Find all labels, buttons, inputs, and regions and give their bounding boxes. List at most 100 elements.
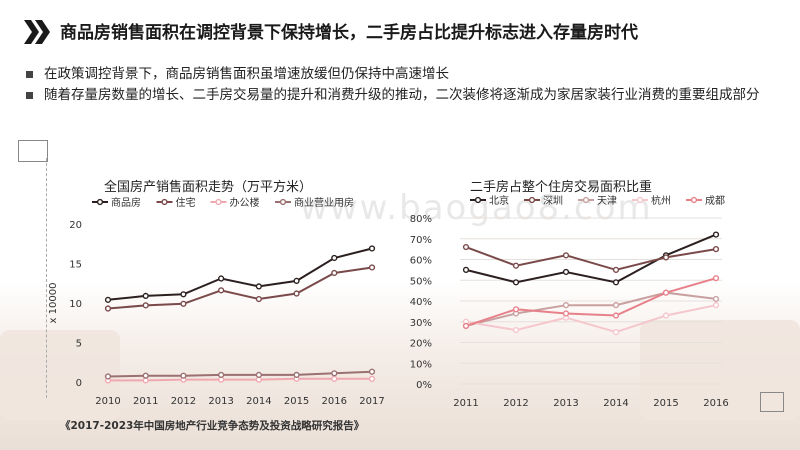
data-point [562,302,570,309]
y-tick-label: 80% [410,214,432,225]
data-point [142,292,149,299]
y-tick-label: 70% [410,235,432,246]
y-tick-label: 50% [410,276,432,287]
series-line [108,377,372,382]
y-tick-label: 10 [69,299,82,310]
series-line [465,233,717,284]
x-tick-label: 2016 [322,396,347,407]
data-point [368,375,376,382]
legend-label: 杭州 [651,194,671,207]
data-point [612,329,620,336]
y-tick-label: 5 [76,339,82,350]
data-point [562,252,570,259]
data-point [331,254,338,262]
data-point [562,310,570,317]
x-tick-label: 2016 [703,398,728,409]
data-point [104,373,112,380]
y-axis-label: x 10000 [48,283,59,324]
data-point [612,266,620,273]
data-point [512,326,520,334]
y-tick-label: 40% [410,297,432,308]
data-point [331,269,338,277]
legend-label: 住宅 [176,196,196,209]
legend-marker [279,198,287,206]
legend-marker [690,196,698,204]
data-point [142,372,149,379]
data-point [512,262,520,269]
x-tick-label: 2012 [503,398,528,409]
x-tick-label: 2015 [653,398,678,409]
data-point [293,290,300,297]
data-point [331,370,338,377]
data-point [512,279,520,286]
data-point [712,302,720,309]
data-point [104,305,112,312]
data-point [712,295,720,303]
source-citation: 《2017-2023年中国房地产行业竞争态势及投资战略研究报告》 [60,420,365,432]
data-point [142,302,149,309]
bullet-item: 随着存量房数量的增长、二手房交易量的提升和消费升级的推动，二次装修将逐渐成为家居… [24,85,784,106]
x-tick-label: 2013 [208,396,233,407]
x-tick-label: 2014 [246,396,271,407]
data-point [293,277,300,284]
x-tick-label: 2011 [133,396,158,407]
data-point [255,295,262,303]
legend-marker [474,196,482,204]
chevron-right-icon [24,20,50,44]
data-point [368,368,376,375]
data-point [562,268,570,276]
data-point [712,246,720,253]
bullet-text: 在政策调控背景下，商品房销售面积虽增速放缓但仍保持中高速增长 [44,66,449,82]
data-point [662,312,670,319]
series-line [465,304,717,334]
decorative-frame [760,392,784,412]
legend-marker [161,198,168,206]
legend-marker [215,198,222,206]
data-point [218,371,225,378]
bullet-square-icon [26,92,33,99]
data-point [293,371,300,378]
y-tick-label: 20% [410,339,432,350]
data-point [255,371,262,378]
y-tick-label: 0% [416,380,432,391]
x-tick-label: 2011 [453,398,478,409]
y-tick-label: 10% [410,359,432,370]
data-point [180,300,187,307]
chart-1-sales-area: 0 5 10 15 20 2010 2011 2012 2013 2014 2015 2016 2017… [48,196,385,407]
data-point [612,312,620,319]
sofa-left-decoration [0,330,120,420]
legend-label: 商业营业用房 [294,196,354,209]
data-point [662,289,670,296]
y-tick-label: 0 [76,378,82,389]
data-point [712,231,720,238]
x-tick-label: 2014 [603,398,628,409]
data-point [368,245,376,252]
data-point [218,287,225,294]
chart-2-second-hand-share: 0% 10% 20% 30% 40% 50% 60% 70% 80% 2011 2012 2013 20… [410,194,729,409]
legend-marker [636,196,644,204]
bullet-list: 在政策调控背景下，商品房销售面积虽增速放缓但仍保持中高速增长 随着存量房数量的增… [24,64,784,106]
watermark: www.baogao8.com [300,188,653,228]
legend-label: 成都 [705,195,725,207]
title-bar: 商品房销售面积在调控背景下保持增长，二手房占比提升标志进入存量房时代 [0,12,800,52]
data-point [612,302,620,309]
page-title: 商品房销售面积在调控背景下保持增长，二手房占比提升标志进入存量房时代 [60,23,638,43]
decorative-frame [18,140,48,162]
legend-label: 办公楼 [230,196,260,209]
data-point [612,279,620,286]
chart-2-title: 二手房占整个住房交易面积比重 [470,180,653,195]
data-point [255,283,262,290]
data-point [462,243,470,251]
series-line [107,247,373,301]
y-tick-label: 20 [69,220,82,231]
series-line [107,370,373,378]
series-line [465,291,717,327]
data-point [462,266,470,273]
chart-1-title: 全国房产销售面积走势（万平方米） [104,180,313,195]
series-line [465,277,717,327]
data-point [104,296,112,303]
bullet-square-icon [26,71,33,78]
data-point [512,306,520,313]
sofa-right-decoration [640,320,800,420]
y-tick-label: 15 [69,260,82,271]
